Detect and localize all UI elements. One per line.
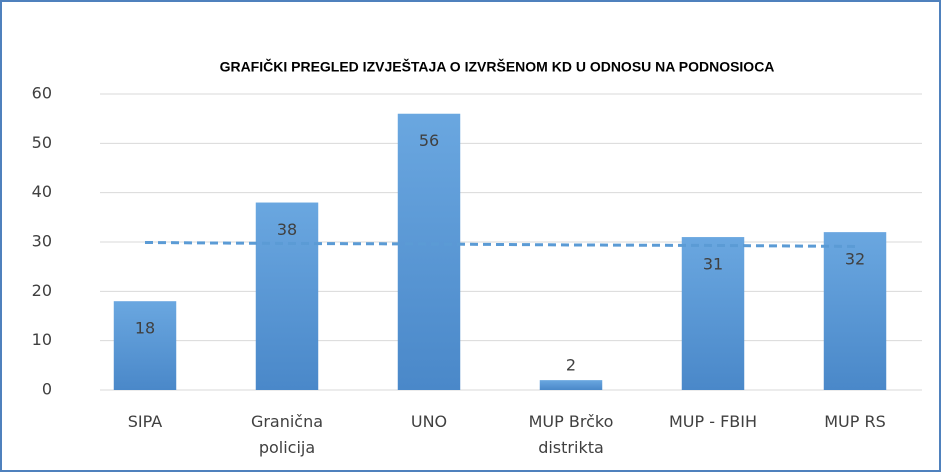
bar	[397, 113, 461, 390]
y-tick-label: 0	[42, 380, 52, 399]
x-tick-label: MUP Brčko distrikta	[529, 412, 614, 457]
data-label: 38	[277, 220, 297, 239]
data-label: 32	[845, 250, 865, 269]
x-tick-label: UNO	[411, 412, 447, 431]
y-tick-label: 40	[32, 182, 52, 201]
chart-title: GRAFIČKI PREGLED IZVJEŠTAJA O IZVRŠENOM …	[220, 58, 775, 75]
x-tick-label: Granična policija	[251, 412, 323, 457]
bar	[681, 237, 745, 390]
data-label: 31	[703, 255, 723, 274]
bar	[113, 301, 177, 390]
y-tick-label: 60	[32, 84, 52, 103]
bar	[255, 202, 319, 390]
data-label: 2	[566, 356, 576, 375]
y-tick-label: 30	[32, 232, 52, 251]
x-tick-label: SIPA	[128, 412, 163, 431]
y-tick-label: 10	[32, 330, 52, 349]
trend-line	[144, 240, 856, 248]
data-label: 56	[419, 131, 439, 150]
bar	[539, 380, 603, 390]
y-tick-label: 50	[32, 133, 52, 152]
bar	[823, 232, 887, 390]
y-tick-label: 20	[32, 281, 52, 300]
x-tick-label: MUP RS	[824, 412, 886, 431]
data-label: 18	[135, 319, 155, 338]
x-tick-label: MUP - FBIH	[669, 412, 757, 431]
